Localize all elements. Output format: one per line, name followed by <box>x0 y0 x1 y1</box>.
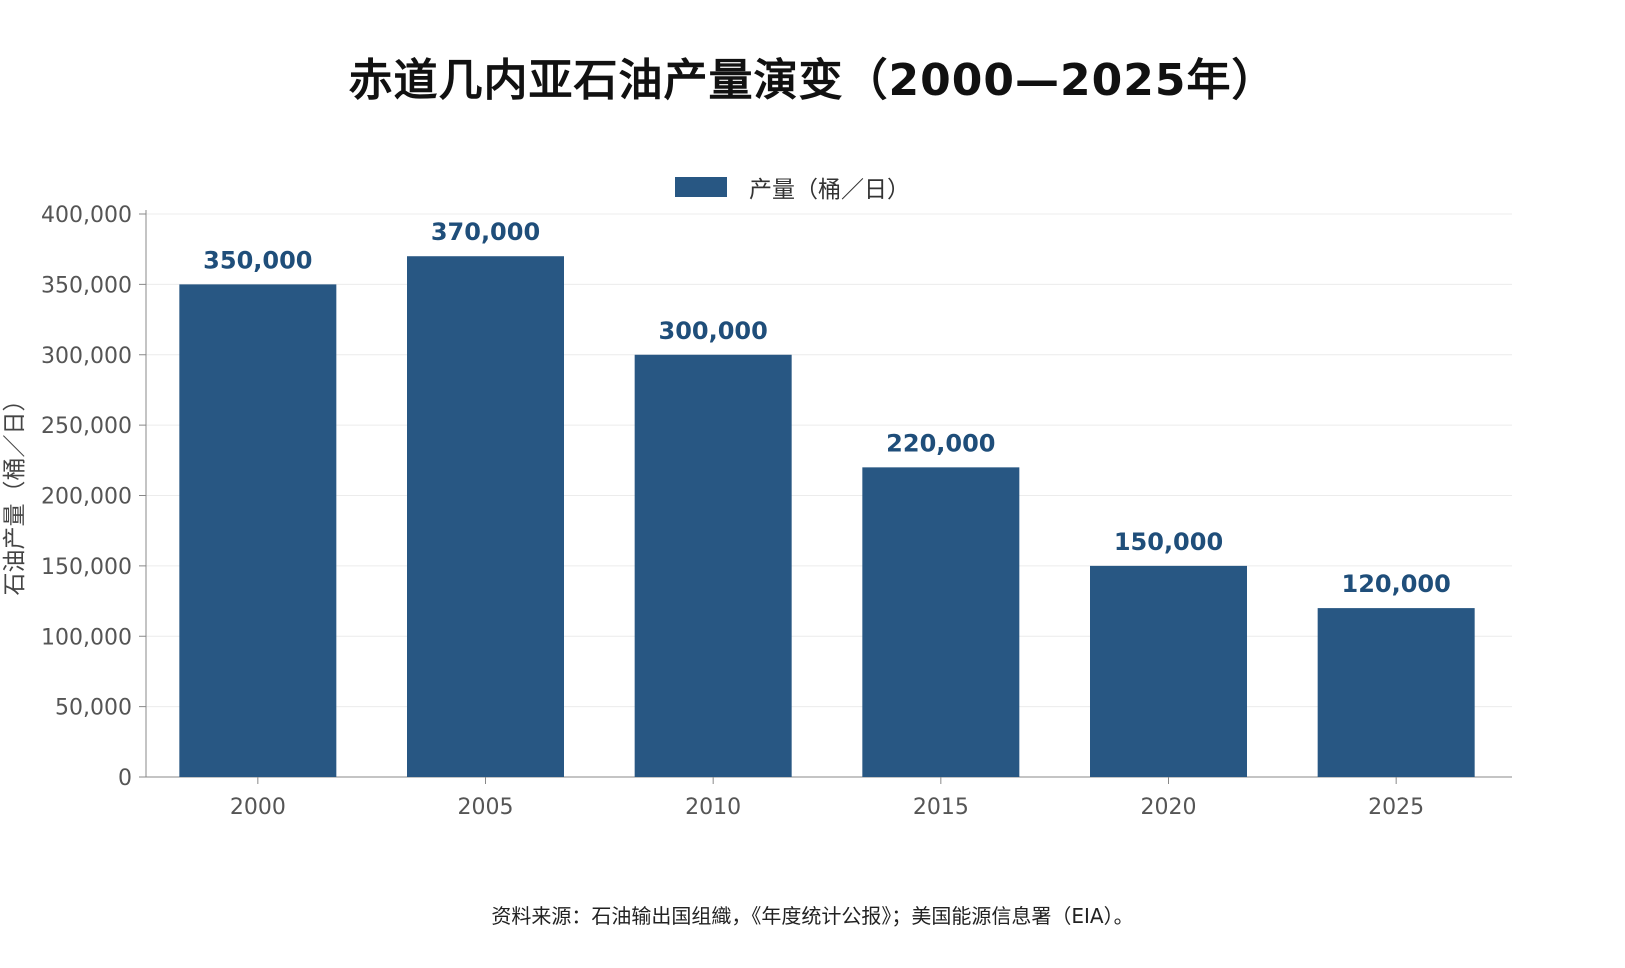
value-labels: 350,000 370,000 300,000 220,000 150,000 120,0… <box>203 218 1451 598</box>
bar <box>179 284 337 777</box>
y-tick-label: 350,000 <box>41 273 132 298</box>
value-label: 370,000 <box>431 218 540 246</box>
bar <box>862 467 1020 777</box>
x-tick-label: 2020 <box>1141 795 1197 820</box>
y-tick-label: 250,000 <box>41 414 132 439</box>
y-tick-label: 150,000 <box>41 555 132 580</box>
y-tick-label: 400,000 <box>41 203 132 228</box>
bar <box>634 354 792 777</box>
value-label: 350,000 <box>203 246 312 274</box>
bar <box>1090 565 1247 777</box>
value-label: 300,000 <box>659 317 768 345</box>
bar <box>407 256 564 778</box>
y-tick-label: 100,000 <box>41 625 132 650</box>
x-tick-label: 2005 <box>458 795 514 820</box>
y-tick-label: 300,000 <box>41 344 132 369</box>
grid-lines <box>146 213 1512 708</box>
y-tick-label: 0 <box>118 766 132 791</box>
x-tick-label: 2025 <box>1368 795 1424 820</box>
value-label: 220,000 <box>886 429 995 457</box>
value-label: 120,000 <box>1342 570 1451 598</box>
legend-swatch <box>675 177 727 197</box>
x-tick-label: 2000 <box>230 795 286 820</box>
y-tick-label: 200,000 <box>41 485 132 510</box>
legend: 产量（桶／日） <box>0 170 1625 204</box>
y-axis-title: 石油产量（桶／日） <box>2 389 28 596</box>
legend-label: 产量（桶／日） <box>749 177 910 203</box>
bar <box>1317 608 1475 777</box>
value-label: 150,000 <box>1114 528 1223 556</box>
chart-title: 赤道几内亚石油产量演变（2000—2025年） <box>348 55 1277 106</box>
x-tick-label: 2010 <box>685 795 741 820</box>
source-note: 资料来源：石油输出国组織，《年度统计公报》；美国能源信息署（EIA）。 <box>491 904 1134 928</box>
y-tick-label: 50,000 <box>55 696 132 721</box>
axes: 0 50,000 100,000 150,000 200,000 250,000 300,0… <box>41 203 1512 820</box>
x-tick-label: 2015 <box>913 795 969 820</box>
bars <box>179 256 1475 778</box>
